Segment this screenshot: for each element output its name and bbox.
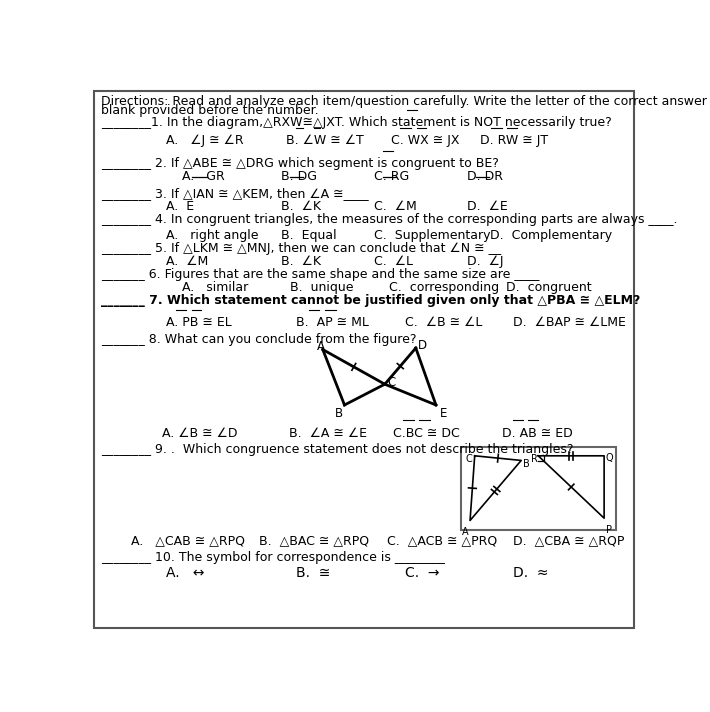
Text: B.  △BAC ≅ △RPQ: B. △BAC ≅ △RPQ <box>259 534 369 548</box>
Text: A: A <box>462 528 469 538</box>
Text: ________ 9. .  Which congruence statement does not describe the triangles?: ________ 9. . Which congruence statement… <box>101 444 574 456</box>
Text: D.  Complementary: D. Complementary <box>490 229 612 241</box>
Text: A.   ∠J ≅ ∠R: A. ∠J ≅ ∠R <box>166 134 244 147</box>
Text: A.   GR: A. GR <box>182 170 224 183</box>
Text: Directions: Read and analyze each item/question carefully. Write the letter of t: Directions: Read and analyze each item/q… <box>101 95 710 108</box>
Text: D.  ≈: D. ≈ <box>513 566 549 580</box>
Text: C.  Supplementary: C. Supplementary <box>374 229 491 241</box>
Text: E: E <box>439 407 447 419</box>
Text: B.  ≅: B. ≅ <box>297 566 331 580</box>
Text: ________ 3. If △IAN ≅ △KEM, then ∠A ≅____: ________ 3. If △IAN ≅ △KEM, then ∠A ≅___… <box>101 187 368 200</box>
Text: B. DG: B. DG <box>281 170 317 183</box>
Text: B.  unique: B. unique <box>290 281 354 294</box>
Text: D.  ∠J: D. ∠J <box>467 255 503 268</box>
Text: B: B <box>335 407 344 419</box>
Text: C.  ∠M: C. ∠M <box>374 200 417 213</box>
Text: A.   similar: A. similar <box>182 281 248 294</box>
Text: R: R <box>530 454 537 464</box>
Text: A. PB ≅ EL: A. PB ≅ EL <box>166 315 232 329</box>
Text: C.  ∠L: C. ∠L <box>374 255 413 268</box>
Text: ________1. In the diagram,△RXW≅△JXT. Which statement is NOT necessarily true?: ________1. In the diagram,△RXW≅△JXT. Whi… <box>101 116 612 130</box>
Text: A. ∠B ≅ ∠D: A. ∠B ≅ ∠D <box>163 426 238 439</box>
Text: B.  ∠K: B. ∠K <box>281 255 321 268</box>
Text: C.  corresponding: C. corresponding <box>390 281 500 294</box>
Text: D.  congruent: D. congruent <box>506 281 591 294</box>
Text: D. DR: D. DR <box>467 170 503 183</box>
Text: ________ 5. If △LKM ≅ △MNJ, then we can conclude that ∠N ≅ __: ________ 5. If △LKM ≅ △MNJ, then we can … <box>101 242 501 255</box>
Text: D. AB ≅ ED: D. AB ≅ ED <box>502 426 572 439</box>
Text: Q: Q <box>606 454 613 464</box>
Text: A.  ∠M: A. ∠M <box>166 255 209 268</box>
Text: C: C <box>387 377 395 389</box>
Text: A.  E: A. E <box>166 200 195 213</box>
Text: blank provided before the number.: blank provided before the number. <box>101 104 319 117</box>
Text: A.   ↔: A. ↔ <box>166 566 204 580</box>
Text: _______ 8. What can you conclude from the figure?: _______ 8. What can you conclude from th… <box>101 333 417 345</box>
Text: B.  AP ≅ ML: B. AP ≅ ML <box>297 315 369 329</box>
Text: C. WX ≅ JX: C. WX ≅ JX <box>391 134 459 147</box>
Text: D: D <box>418 339 427 352</box>
Text: D. RW ≅ JT: D. RW ≅ JT <box>480 134 548 147</box>
Text: B.  ∠A ≅ ∠E: B. ∠A ≅ ∠E <box>289 426 366 439</box>
Text: C.BC ≅ DC: C.BC ≅ DC <box>393 426 459 439</box>
Text: _______ 7. Which statement cannot be justified given only that △PBA ≅ △ELM?: _______ 7. Which statement cannot be jus… <box>101 294 640 307</box>
Text: A.   right angle: A. right angle <box>166 229 258 241</box>
Text: ________ 10. The symbol for correspondence is ________: ________ 10. The symbol for corresponden… <box>101 551 445 565</box>
Text: C. RG: C. RG <box>374 170 409 183</box>
Text: A: A <box>317 340 324 353</box>
Text: B.  Equal: B. Equal <box>281 229 337 241</box>
Text: P: P <box>606 525 612 535</box>
Bar <box>461 446 616 530</box>
Text: B.  ∠K: B. ∠K <box>281 200 321 213</box>
Text: B: B <box>523 459 530 469</box>
Text: C.  △ACB ≅ △PRQ: C. △ACB ≅ △PRQ <box>387 534 498 548</box>
Text: C.  ∠B ≅ ∠L: C. ∠B ≅ ∠L <box>405 315 482 329</box>
Text: _______ 6. Figures that are the same shape and the same size are ____: _______ 6. Figures that are the same sha… <box>101 268 540 281</box>
Text: D.  △CBA ≅ △RQP: D. △CBA ≅ △RQP <box>513 534 625 548</box>
Text: ________ 4. In congruent triangles, the measures of the corresponding parts are : ________ 4. In congruent triangles, the … <box>101 214 677 226</box>
Text: C: C <box>465 454 472 464</box>
Text: ________ 2. If △ABE ≅ △DRG which segment is congruent to BE?: ________ 2. If △ABE ≅ △DRG which segment… <box>101 157 499 170</box>
Text: B. ∠W ≅ ∠T: B. ∠W ≅ ∠T <box>286 134 364 147</box>
Text: D.  ∠E: D. ∠E <box>467 200 508 213</box>
Text: C.  →: C. → <box>405 566 439 580</box>
Text: D.  ∠BAP ≅ ∠LME: D. ∠BAP ≅ ∠LME <box>513 315 626 329</box>
Text: A.   △CAB ≅ △RPQ: A. △CAB ≅ △RPQ <box>131 534 246 548</box>
